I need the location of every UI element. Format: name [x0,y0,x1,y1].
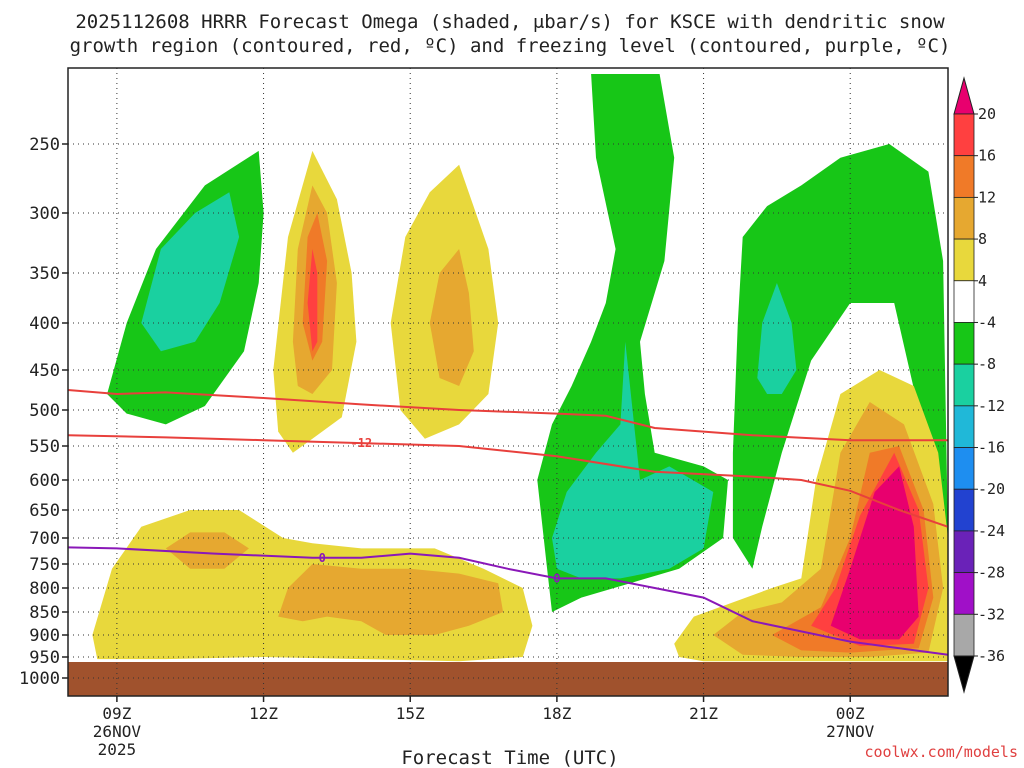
colorbar-label-4: 4 [978,272,987,290]
colorbar-label-0: 20 [978,105,996,123]
colorbar-bottom-triangle [953,655,975,694]
contour-line-1 [67,389,948,442]
colorbar-top-triangle [953,76,975,115]
omega-region-13 [165,532,249,569]
y-tick-label-400: 400 [29,314,60,334]
chart-title-line1: 2025112608 HRRR Forecast Omega (shaded, … [75,11,945,33]
x-tick-label-18Z-0: 18Z [542,704,571,723]
colorbar-label-3: 8 [978,230,987,248]
y-tick-label-850: 850 [29,603,60,623]
y-tick-label-450: 450 [29,361,60,381]
contour-line-0 [67,434,949,528]
colorbar-cell-1 [953,113,975,157]
omega-region-7 [429,249,474,386]
chart-title-line2: growth region (contoured, red, ºC) and f… [70,35,951,57]
contour-label-2-1: 0 [553,571,560,585]
omega-region-1 [141,192,240,352]
credit-text: coolwx.com/models [864,743,1018,761]
y-tick-label-750: 750 [29,555,60,575]
omega-region-11 [757,283,797,394]
y-tick-label-300: 300 [29,204,60,224]
y-tick-label-550: 550 [29,437,60,457]
y-tick-label-650: 650 [29,501,60,521]
colorbar-cell-10 [953,488,975,532]
x-tick-label-00Z-0: 00Z [836,704,865,723]
colorbar-label-2: 12 [978,188,996,206]
contour-line-2 [67,546,949,656]
colorbar-label-1: 16 [978,147,996,165]
omega-region-5 [307,249,318,352]
x-tick-label-09Z-0: 09Z [102,704,131,723]
plot-frame [67,67,949,697]
colorbar-cell-7 [953,363,975,407]
x-tick-label-09Z-2: 2025 [98,740,137,759]
y-tick-label-600: 600 [29,471,60,491]
x-tick-label-21Z-0: 21Z [689,704,718,723]
y-tick-label-900: 900 [29,626,60,646]
x-tick-label-09Z-1: 26NOV [93,722,142,741]
colorbar-label-5: -4 [978,313,996,331]
colorbar-cell-2 [953,155,975,198]
colorbar-label-7: -12 [978,397,1005,415]
y-tick-label-700: 700 [29,529,60,549]
colorbar-cell-13 [953,613,975,657]
colorbar-label-13: -36 [978,647,1005,665]
plot-area: -12 0 0 [67,67,949,697]
colorbar-label-10: -24 [978,522,1005,540]
y-tick-label-800: 800 [29,579,60,599]
omega-region-10 [732,144,948,569]
temperature-contours: -12 0 0 [67,389,949,656]
ground-band [68,662,948,696]
colorbar-cell-6 [953,322,975,365]
colorbar-cell-3 [953,196,975,240]
x-tick-label-00Z-1: 27NOV [826,722,875,741]
colorbar-cell-8 [953,405,975,448]
x-tick-label-15Z-0: 15Z [396,704,425,723]
y-axis: 250 300 350 400 450 500 550 600 650 700 750 800 850 9… [19,135,68,689]
colorbar-label-12: -32 [978,605,1005,623]
colorbar-label-6: -8 [978,355,996,373]
omega-region-9 [552,341,714,579]
y-tick-label-500: 500 [29,401,60,421]
colorbar-legend: 20 16 12 8 4 -4 -8 -12 -16 -20 -24 -28 -32 -36 [953,76,1005,694]
colorbar-cell-5 [953,280,975,323]
colorbar-label-11: -28 [978,564,1005,582]
colorbar-cell-4 [953,238,975,282]
y-tick-label-1000: 1000 [19,669,60,689]
x-axis-label: Forecast Time (UTC) [401,747,618,768]
contour-label-2-0: 0 [319,551,326,565]
x-tick-label-12Z-0: 12Z [249,704,278,723]
y-tick-label-950: 950 [29,648,60,668]
y-tick-label-250: 250 [29,135,60,155]
colorbar-cell-9 [953,447,975,490]
colorbar-label-8: -16 [978,439,1005,457]
omega-region-14 [278,564,504,635]
colorbar-cell-11 [953,530,975,574]
y-tick-label-350: 350 [29,264,60,284]
colorbar-label-9: -20 [978,480,1005,498]
gridlines [68,68,948,696]
colorbar-cell-12 [953,572,975,615]
contour-label-0-0: -12 [350,436,372,450]
